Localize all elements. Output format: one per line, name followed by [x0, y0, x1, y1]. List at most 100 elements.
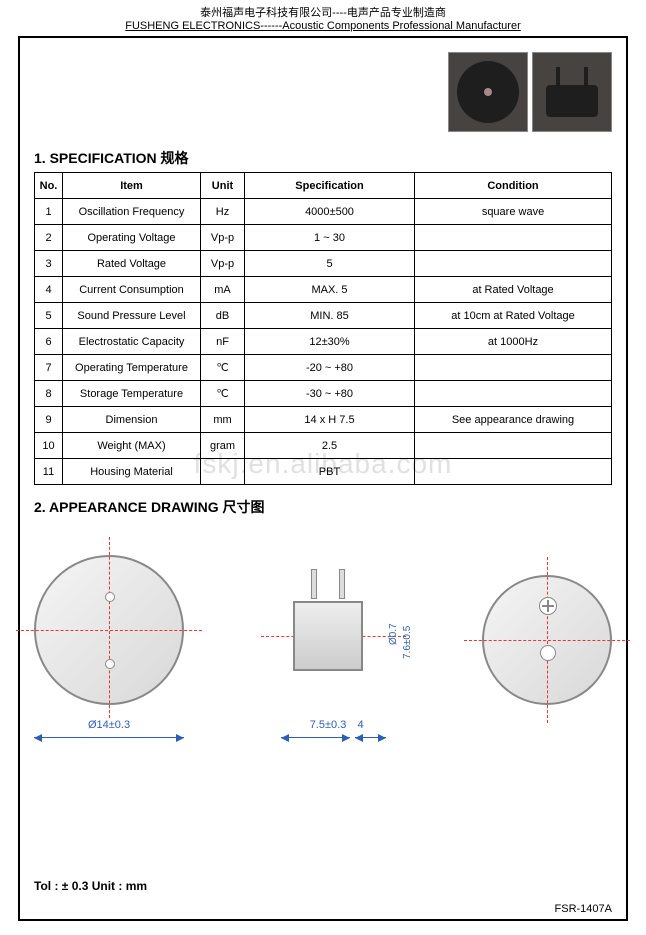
spec-section-title: 1. SPECIFICATION 规格	[34, 148, 612, 168]
cell-unit: mA	[201, 277, 245, 303]
cell-item: Rated Voltage	[63, 251, 201, 277]
cell-cond	[415, 225, 612, 251]
cell-spec: 4000±500	[245, 199, 415, 225]
cell-no: 10	[35, 433, 63, 459]
cell-spec: 5	[245, 251, 415, 277]
th-unit: Unit	[201, 173, 245, 199]
dim-pin-len-label: 4	[355, 719, 367, 731]
appearance-drawings: Ø14±0.3 Ø0.7 7.6±0.5 7.5±0.3 4	[34, 557, 612, 747]
tolerance-note: Tol : ± 0.3 Unit : mm	[34, 879, 147, 893]
side-body	[293, 601, 363, 671]
cell-unit: Vp-p	[201, 225, 245, 251]
cell-unit: ℃	[201, 355, 245, 381]
th-cond: Condition	[415, 173, 612, 199]
cell-no: 8	[35, 381, 63, 407]
cell-cond: at Rated Voltage	[415, 277, 612, 303]
page-frame: 1. SPECIFICATION 规格 No. Item Unit Specif…	[18, 36, 628, 921]
table-row: 1Oscillation FrequencyHz4000±500square w…	[35, 199, 612, 225]
table-row: 11Housing Material PBT	[35, 459, 612, 485]
table-row: 4Current ConsumptionmAMAX. 5at Rated Vol…	[35, 277, 612, 303]
drawing-side-view: Ø0.7 7.6±0.5 7.5±0.3 4	[281, 555, 386, 747]
cell-item: Operating Temperature	[63, 355, 201, 381]
cell-item: Current Consumption	[63, 277, 201, 303]
cell-spec: MIN. 85	[245, 303, 415, 329]
drawing-section-title: 2. APPEARANCE DRAWING 尺寸图	[34, 497, 612, 517]
cell-no: 3	[35, 251, 63, 277]
cell-spec: 1 ~ 30	[245, 225, 415, 251]
side-pin-2	[339, 569, 345, 599]
dim-pin-spacing: 7.6±0.5	[402, 626, 413, 659]
cell-cond: See appearance drawing	[415, 407, 612, 433]
cell-cond	[415, 459, 612, 485]
side-pin-1	[311, 569, 317, 599]
cell-no: 1	[35, 199, 63, 225]
cell-unit: Vp-p	[201, 251, 245, 277]
cell-item: Operating Voltage	[63, 225, 201, 251]
cell-unit: ℃	[201, 381, 245, 407]
cell-unit: mm	[201, 407, 245, 433]
dim-pin-dia: Ø0.7	[388, 623, 399, 645]
cell-no: 6	[35, 329, 63, 355]
header-line-cn: 泰州福声电子科技有限公司----电声产品专业制造商	[0, 0, 646, 20]
side-dims-vertical: Ø0.7 7.6±0.5	[364, 601, 398, 671]
terminal-hole	[540, 645, 556, 661]
dim-diameter-label: Ø14±0.3	[34, 719, 184, 731]
cell-no: 4	[35, 277, 63, 303]
table-row: 2Operating VoltageVp-p1 ~ 30	[35, 225, 612, 251]
cell-no: 5	[35, 303, 63, 329]
cell-spec: 14 x H 7.5	[245, 407, 415, 433]
cell-cond	[415, 251, 612, 277]
table-row: 8Storage Temperature℃-30 ~ +80	[35, 381, 612, 407]
th-item: Item	[63, 173, 201, 199]
cell-item: Weight (MAX)	[63, 433, 201, 459]
cell-item: Electrostatic Capacity	[63, 329, 201, 355]
table-header-row: No. Item Unit Specification Condition	[35, 173, 612, 199]
cell-cond: at 1000Hz	[415, 329, 612, 355]
cell-spec: PBT	[245, 459, 415, 485]
cell-item: Housing Material	[63, 459, 201, 485]
cell-cond	[415, 381, 612, 407]
table-row: 5Sound Pressure LeveldBMIN. 85at 10cm at…	[35, 303, 612, 329]
photo-side	[532, 52, 612, 132]
pin-hole-top	[105, 592, 115, 602]
cell-unit: gram	[201, 433, 245, 459]
pin-hole-bottom	[105, 659, 115, 669]
table-row: 7Operating Temperature℃-20 ~ +80	[35, 355, 612, 381]
cell-no: 2	[35, 225, 63, 251]
centerline-v2	[547, 557, 548, 723]
cell-unit: nF	[201, 329, 245, 355]
cell-item: Dimension	[63, 407, 201, 433]
cell-cond	[415, 433, 612, 459]
cell-cond: at 10cm at Rated Voltage	[415, 303, 612, 329]
table-row: 6Electrostatic CapacitynF12±30%at 1000Hz	[35, 329, 612, 355]
cell-spec: -20 ~ +80	[245, 355, 415, 381]
cell-cond: square wave	[415, 199, 612, 225]
bottom-circle	[482, 575, 612, 705]
product-photos	[448, 52, 612, 132]
table-row: 10Weight (MAX)gram2.5	[35, 433, 612, 459]
cell-item: Sound Pressure Level	[63, 303, 201, 329]
drawing-top-view: Ø14±0.3	[34, 555, 184, 747]
th-no: No.	[35, 173, 63, 199]
dim-diameter: Ø14±0.3	[34, 729, 184, 747]
th-spec: Specification	[245, 173, 415, 199]
dim-side-width-label: 7.5±0.3	[271, 719, 386, 731]
cell-spec: 12±30%	[245, 329, 415, 355]
header-line-en: FUSHENG ELECTRONICS------Acoustic Compon…	[0, 20, 646, 36]
cell-spec: -30 ~ +80	[245, 381, 415, 407]
table-row: 9Dimensionmm14 x H 7.5See appearance dra…	[35, 407, 612, 433]
cell-cond	[415, 355, 612, 381]
footer-part-code: FSR-1407A	[555, 903, 612, 915]
drawing-bottom-view	[482, 575, 612, 747]
spec-table: No. Item Unit Specification Condition 1O…	[34, 172, 612, 485]
top-circle	[34, 555, 184, 705]
cell-unit: dB	[201, 303, 245, 329]
cell-unit	[201, 459, 245, 485]
cell-item: Storage Temperature	[63, 381, 201, 407]
cell-item: Oscillation Frequency	[63, 199, 201, 225]
cell-no: 9	[35, 407, 63, 433]
centerline-v	[109, 537, 110, 723]
cell-no: 11	[35, 459, 63, 485]
photo-front	[448, 52, 528, 132]
cell-no: 7	[35, 355, 63, 381]
